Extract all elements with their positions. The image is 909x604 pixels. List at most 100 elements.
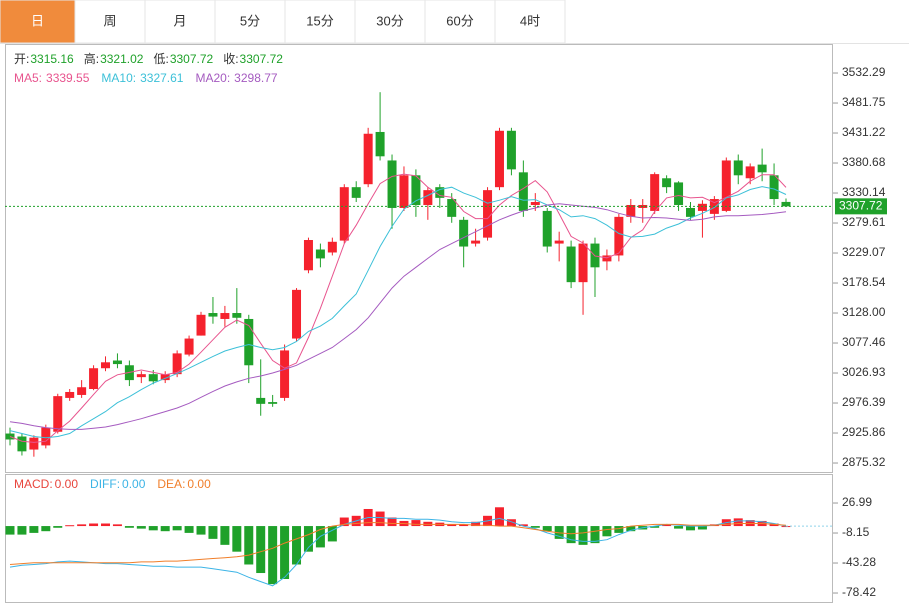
tab-label[interactable]: 日 (31, 13, 44, 28)
candle-body (626, 204, 636, 217)
macd-bar (411, 520, 421, 527)
candle-body (65, 391, 75, 398)
indicator-line (9, 173, 787, 443)
tab-label[interactable]: 30分 (376, 13, 403, 28)
y-tick-label: 3229.07 (842, 245, 886, 259)
candle-body (650, 174, 660, 211)
candle-body (89, 368, 99, 390)
macd-bar (494, 507, 504, 527)
candle-body (662, 178, 672, 188)
legend-text: MA20: (195, 71, 230, 85)
y-tick-label: -8.15 (842, 525, 870, 539)
candle-body (447, 199, 457, 217)
macd-bar (172, 526, 182, 531)
tab[interactable] (494, 0, 566, 44)
tab[interactable] (214, 0, 286, 44)
candle-body (363, 133, 373, 185)
tab[interactable] (144, 0, 216, 44)
macd-bar (447, 524, 457, 527)
macd-bar (650, 526, 660, 528)
tab-label[interactable]: 60分 (446, 13, 473, 28)
tab[interactable] (74, 0, 146, 44)
candle-body (674, 182, 684, 205)
tab-label[interactable]: 周 (103, 13, 116, 28)
candle-body (769, 175, 779, 200)
macd-bar (196, 526, 206, 535)
tab-label[interactable]: 15分 (306, 13, 333, 28)
legend-text: MA10: (101, 71, 136, 85)
macd-bar (674, 526, 684, 529)
macd-bar (602, 526, 612, 537)
candle-body (112, 360, 122, 365)
candle-body (745, 166, 755, 179)
legend-text: 3307.72 (240, 52, 284, 66)
candle-body (566, 246, 576, 283)
indicator-line (9, 203, 787, 430)
candle-body (602, 255, 612, 262)
macd-bar (280, 526, 290, 580)
candle-body (29, 437, 39, 450)
macd-panel-frame (5, 474, 833, 603)
tab-label[interactable]: 月 (173, 13, 186, 28)
candle-body (232, 313, 242, 318)
macd-bar (268, 526, 278, 585)
tab-label[interactable]: 4时 (520, 13, 540, 28)
candle-body (721, 160, 731, 211)
indicator-line (9, 517, 787, 587)
candle-body (435, 187, 445, 198)
candle-body (411, 175, 421, 205)
macd-bar (506, 519, 516, 527)
candle-body (136, 374, 146, 378)
y-tick-label: 3330.14 (842, 185, 886, 199)
last-price-label: 3307.72 (839, 199, 883, 213)
macd-bar (542, 526, 552, 532)
legend-text: 0.00 (55, 477, 79, 491)
macd-bar (101, 523, 111, 527)
candle-body (101, 362, 111, 369)
macd-bar (327, 526, 337, 542)
candle-body (554, 240, 564, 244)
legend-text: 低: (153, 52, 168, 66)
y-tick-label: 3077.46 (842, 335, 886, 349)
macd-bar (626, 526, 636, 532)
tab[interactable] (424, 0, 496, 44)
candle-body (733, 160, 743, 176)
candle-body (518, 172, 528, 211)
macd-bar (160, 526, 170, 532)
last-price-box (835, 198, 887, 215)
candle-body (220, 313, 230, 319)
candle-body (53, 396, 63, 432)
legend-text: MACD: (14, 477, 53, 491)
candle-body (303, 240, 313, 271)
tab[interactable] (354, 0, 426, 44)
macd-bar (387, 517, 397, 527)
y-tick-label: 2925.86 (842, 425, 886, 439)
candle-body (614, 216, 624, 256)
candle-body (494, 130, 504, 188)
legend-text: 0.00 (122, 477, 146, 491)
candle-body (387, 160, 397, 208)
macd-bar (208, 526, 218, 539)
candle-body (542, 210, 552, 247)
candle-body (399, 175, 409, 208)
tab[interactable] (0, 0, 76, 44)
legend-text: 3327.61 (140, 71, 184, 85)
candle-body (423, 190, 433, 205)
y-tick-label: 3026.93 (842, 365, 886, 379)
legend-text: 0.00 (187, 477, 211, 491)
macd-bar (733, 518, 743, 527)
macd-bar (292, 526, 302, 565)
y-tick-label: 3380.68 (842, 155, 886, 169)
macd-bar (29, 526, 39, 533)
candle-body (483, 190, 493, 238)
macd-bar (662, 524, 672, 527)
legend-text: 开: (14, 52, 29, 66)
macd-bar (566, 526, 576, 544)
candle-body (184, 338, 194, 355)
macd-bar (136, 526, 146, 529)
macd-bar (303, 526, 313, 552)
candle-body (244, 318, 254, 366)
macd-bar (471, 521, 481, 527)
tab-label[interactable]: 5分 (240, 13, 260, 28)
candle-body (41, 427, 51, 446)
